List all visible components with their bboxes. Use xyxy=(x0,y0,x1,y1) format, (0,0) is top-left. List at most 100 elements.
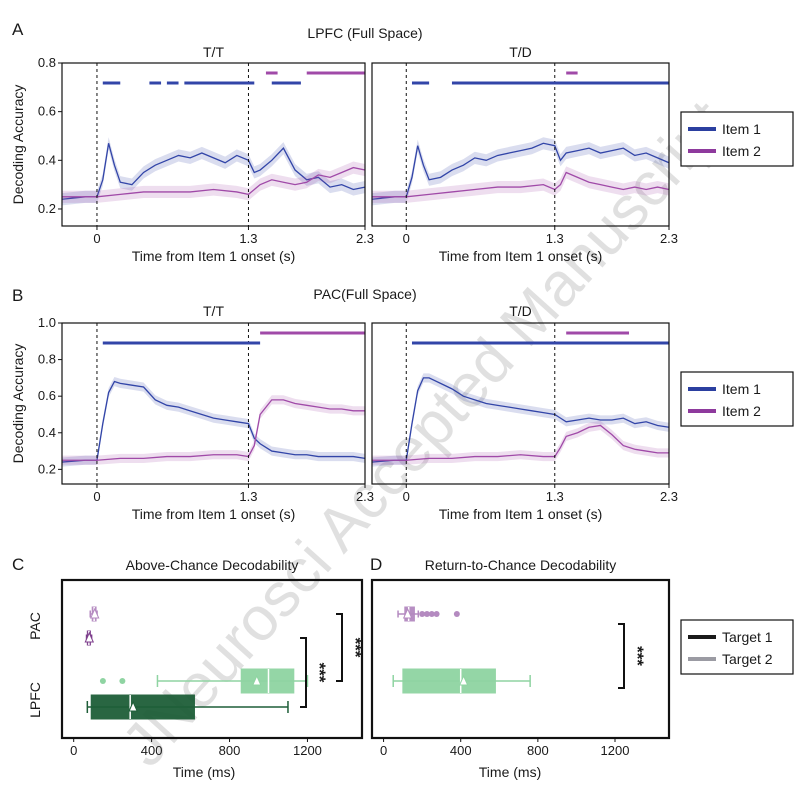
outlier-D-pac-target2-4 xyxy=(453,611,460,617)
x-axis-label-C: Time (ms) xyxy=(173,764,235,780)
xtick-label-A-1-0: 0 xyxy=(403,231,410,246)
ytick-label-A-3: 0.8 xyxy=(38,55,56,70)
xtick-label-C-2: 800 xyxy=(219,743,241,758)
mean-marker-C-lpfc-target2 xyxy=(252,674,262,686)
series-line-B-1-1 xyxy=(372,424,669,461)
legend-label-B-1: Item 2 xyxy=(722,403,761,419)
xtick-label-D-1: 400 xyxy=(450,743,472,758)
xtick-label-A-0-1: 1.3 xyxy=(239,231,257,246)
xtick-label-A-1-2: 2.3 xyxy=(660,231,678,246)
significance-bracket-D-0 xyxy=(618,623,625,689)
x-axis-label-A-1: Time from Item 1 onset (s) xyxy=(439,248,603,264)
plot-frame-B-1 xyxy=(371,322,670,485)
subplot-title-A-1: T/D xyxy=(509,44,532,60)
ytick-label-B-4: 1.0 xyxy=(38,315,56,330)
x-axis-label-B-1: Time from Item 1 onset (s) xyxy=(439,506,603,522)
series-line-A-0-1 xyxy=(62,166,366,198)
mean-marker-D-pac-target2 xyxy=(402,607,413,619)
significance-stars-C-1: *** xyxy=(346,638,365,658)
significance-stars-C-0: *** xyxy=(310,663,329,683)
series-line-B-1-0 xyxy=(371,377,670,463)
legend-box-C xyxy=(680,619,794,675)
outlier-D-pac-target2-3 xyxy=(433,611,440,617)
xtick-label-D-3: 1200 xyxy=(601,743,630,758)
box-C-lpfc-target1 xyxy=(90,694,195,720)
series-line-B-0-1 xyxy=(62,399,365,461)
xtick-label-B-0-0: 0 xyxy=(93,489,100,504)
series-band-B-0-0 xyxy=(62,376,365,467)
box-C-lpfc-target2 xyxy=(240,668,295,694)
significance-bracket-C-1 xyxy=(336,613,343,682)
panel-title-C: Above-Chance Decodability xyxy=(126,557,299,573)
subplot-title-B-0: T/T xyxy=(203,303,224,319)
ytick-label-A-2: 0.6 xyxy=(38,104,56,119)
series-band-A-1-0 xyxy=(372,137,669,206)
legend-label-A-1: Item 2 xyxy=(722,143,761,159)
mean-marker-C-pac-target1 xyxy=(84,631,95,643)
legend-label-A-0: Item 1 xyxy=(722,121,761,137)
series-line-A-0-0 xyxy=(61,143,366,200)
plot-frame-B-0 xyxy=(61,322,366,485)
ytick-label-B-3: 0.8 xyxy=(38,352,56,367)
y-axis-label-A: Decoding Accuracy xyxy=(10,85,26,205)
series-band-B-0-1 xyxy=(62,395,365,465)
series-band-A-1-1 xyxy=(372,166,669,203)
xtick-label-C-3: 1200 xyxy=(293,743,322,758)
ytick-label-B-2: 0.6 xyxy=(38,388,56,403)
subplot-title-A-0: T/T xyxy=(203,44,224,60)
panel-title-B: PAC(Full Space) xyxy=(313,286,416,302)
xtick-label-B-1-0: 0 xyxy=(403,489,410,504)
panel-letter-B: B xyxy=(12,286,23,305)
x-axis-label-D: Time (ms) xyxy=(479,764,541,780)
subplot-title-B-1: T/D xyxy=(509,303,532,319)
category-label-lpfc: LPFC xyxy=(27,682,43,718)
ytick-label-A-1: 0.4 xyxy=(38,152,56,167)
series-band-B-1-1 xyxy=(372,420,669,465)
xtick-label-A-1-1: 1.3 xyxy=(546,231,564,246)
panel-letter-C: C xyxy=(12,555,24,574)
plot-frame-A-0 xyxy=(61,62,366,227)
significance-stars-D-0: *** xyxy=(628,646,647,666)
ytick-label-B-0: 0.2 xyxy=(38,461,56,476)
plot-frame-C xyxy=(60,578,364,740)
outlier-D-pac-target2-2 xyxy=(428,611,435,617)
xtick-label-C-0: 0 xyxy=(70,743,77,758)
legend-box-B xyxy=(680,371,794,427)
series-line-B-0-0 xyxy=(61,380,366,463)
xtick-label-B-1-1: 1.3 xyxy=(546,489,564,504)
xtick-label-C-1: 400 xyxy=(141,743,163,758)
panel-letter-D: D xyxy=(370,555,382,574)
panel-letter-A: A xyxy=(12,20,24,39)
panel-title-A: LPFC (Full Space) xyxy=(307,25,422,41)
outlier-C-lpfc-target2-0 xyxy=(99,678,106,684)
legend-label-C-1: Target 2 xyxy=(722,651,773,667)
box-D-lpfc-target2 xyxy=(402,668,496,694)
xtick-label-A-0-2: 2.3 xyxy=(356,231,374,246)
category-label-pac: PAC xyxy=(27,612,43,640)
plot-frame-A-1 xyxy=(371,62,670,227)
mean-marker-D-lpfc-target2 xyxy=(458,674,469,686)
plot-frame-D xyxy=(370,578,671,740)
series-line-A-1-0 xyxy=(371,142,670,200)
outlier-D-pac-target2-1 xyxy=(423,611,430,617)
series-line-A-1-1 xyxy=(372,171,670,198)
outlier-D-pac-target2-0 xyxy=(419,611,426,617)
xtick-label-D-0: 0 xyxy=(380,743,387,758)
mean-marker-C-lpfc-target1 xyxy=(128,700,138,712)
legend-label-C-0: Target 1 xyxy=(722,629,773,645)
series-band-A-0-0 xyxy=(62,137,365,206)
outlier-C-lpfc-target2-1 xyxy=(119,678,126,684)
x-axis-label-A-0: Time from Item 1 onset (s) xyxy=(132,248,296,264)
xtick-label-B-0-2: 2.3 xyxy=(356,489,374,504)
y-axis-label-B: Decoding Accuracy xyxy=(10,344,26,464)
xtick-label-A-0-0: 0 xyxy=(93,231,100,246)
xtick-label-D-2: 800 xyxy=(527,743,549,758)
xtick-label-B-1-2: 2.3 xyxy=(660,489,678,504)
xtick-label-B-0-1: 1.3 xyxy=(239,489,257,504)
legend-label-B-0: Item 1 xyxy=(722,381,761,397)
panel-title-D: Return-to-Chance Decodability xyxy=(425,557,616,573)
mean-marker-C-pac-target2 xyxy=(89,607,100,619)
ytick-label-A-0: 0.2 xyxy=(38,201,56,216)
significance-bracket-C-0 xyxy=(300,637,307,708)
